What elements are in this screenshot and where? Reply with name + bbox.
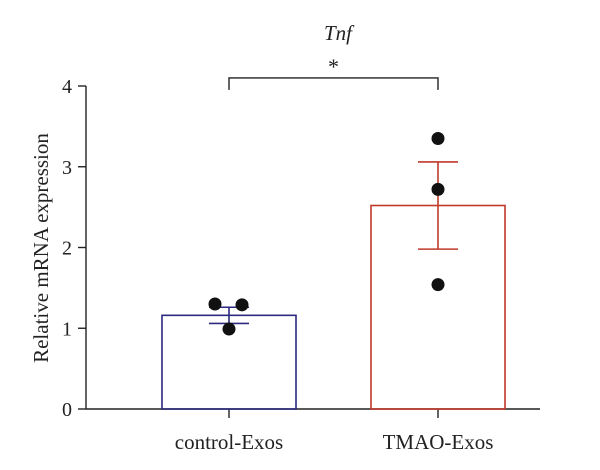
- y-axis: 0 1 2 3 4: [62, 76, 87, 421]
- error-bars: [209, 161, 458, 325]
- error-bar-TMAO-Exos: [418, 161, 458, 250]
- chart-title: Tnf: [324, 21, 355, 45]
- data-point-1-0: [431, 131, 445, 145]
- x-tick-label-0: control-Exos: [175, 430, 283, 454]
- y-tick-label-2: 2: [62, 238, 72, 260]
- data-points: [208, 131, 445, 336]
- data-point-1-2: [431, 278, 445, 292]
- y-axis-label: Relative mRNA expression: [29, 133, 53, 363]
- data-point-0-0: [208, 297, 222, 311]
- x-tick-label-1: TMAO-Exos: [383, 430, 494, 454]
- y-tick-label-0: 0: [62, 399, 72, 421]
- data-point-0-1: [235, 298, 249, 312]
- data-point-1-1: [431, 182, 445, 196]
- data-point-0-2: [222, 322, 236, 336]
- significance-line: [228, 77, 439, 90]
- significance-label: *: [328, 54, 339, 79]
- y-tick-label-3: 3: [62, 157, 72, 179]
- y-tick-label-4: 4: [62, 76, 72, 98]
- significance-bracket: *: [228, 54, 439, 90]
- x-axis: control-Exos TMAO-Exos: [86, 408, 540, 454]
- y-tick-label-1: 1: [62, 318, 72, 340]
